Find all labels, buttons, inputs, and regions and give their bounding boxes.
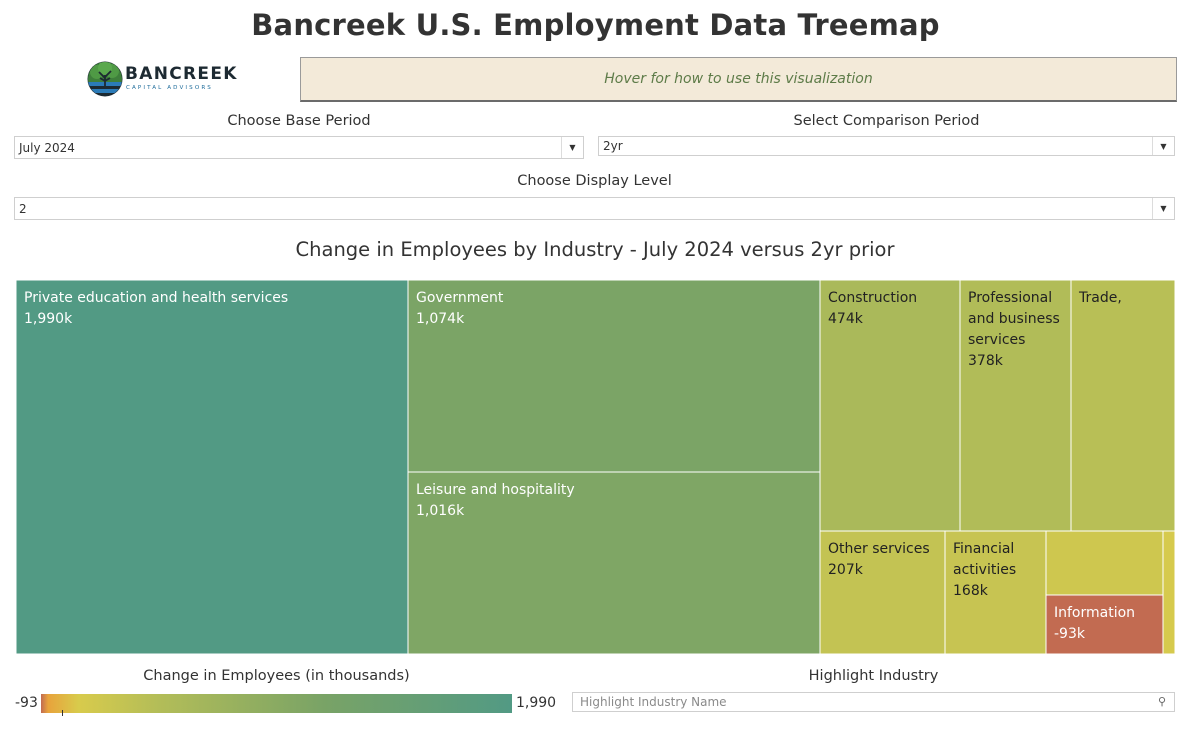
treemap-tile-label: Financial — [953, 541, 1014, 557]
treemap-tile-label: Information — [1054, 605, 1135, 621]
treemap-tile-label: Private education and health services — [24, 290, 288, 306]
treemap-tile-mining-and-logging[interactable] — [1162, 530, 1176, 655]
treemap-tile-rect[interactable] — [1045, 530, 1164, 596]
treemap-tile-information[interactable]: Information -93k — [1045, 594, 1164, 655]
treemap-tile-rect[interactable] — [1045, 594, 1164, 655]
comparison-period-label: Select Comparison Period — [793, 113, 980, 129]
treemap-tile-label: Professional — [968, 290, 1052, 306]
legend-zero-tick — [62, 710, 63, 716]
treemap-tile-value: 207k — [828, 562, 864, 578]
treemap-tile-private-education-and-health-services[interactable]: Private education and health services 1,9… — [15, 279, 409, 655]
treemap-tile-rect[interactable] — [1162, 530, 1176, 655]
treemap-tile-label: and business — [968, 311, 1060, 327]
treemap-tile-value: 474k — [828, 311, 864, 327]
dashboard-title: Bancreek U.S. Employment Data Treemap — [251, 8, 940, 42]
comparison-period-value: 2yr — [603, 139, 623, 153]
display-level-label: Choose Display Level — [517, 173, 672, 189]
treemap-tile-label: Leisure and hospitality — [416, 482, 575, 498]
base-period-value: July 2024 — [19, 140, 75, 155]
treemap-tile-rect[interactable] — [15, 279, 409, 655]
treemap-tile-rect[interactable] — [819, 530, 946, 655]
search-icon[interactable]: ⚲ — [1158, 695, 1167, 708]
base-period-select[interactable]: July 2024 ▼ — [14, 136, 584, 159]
display-level-value: 2 — [19, 201, 27, 216]
treemap-tile-label: Government — [416, 290, 504, 306]
logo-subtitle: CAPITAL ADVISORS — [126, 85, 213, 91]
treemap-tile-rect[interactable] — [1070, 279, 1176, 532]
treemap-tile-manufacturing[interactable] — [1045, 530, 1164, 596]
treemap-tile-rect[interactable] — [407, 471, 821, 655]
color-legend-bar — [41, 694, 512, 713]
treemap-tile-rect[interactable] — [959, 279, 1072, 532]
legend-max-label: 1,990 — [516, 695, 557, 711]
tree-logo-icon — [87, 61, 123, 97]
treemap-tile-label: Trade, — [1078, 290, 1122, 306]
treemap-tile-government[interactable]: Government 1,074k — [407, 279, 821, 473]
treemap-tile-trade-transportation-and-utilities[interactable]: Trade, — [1070, 279, 1176, 532]
legend-title: Change in Employees (in thousands) — [143, 668, 410, 684]
treemap-tile-label: activities — [953, 562, 1016, 578]
treemap-tile-label: Other services — [828, 541, 930, 557]
chevron-down-icon[interactable]: ▼ — [1152, 137, 1174, 155]
treemap-tile-other-services[interactable]: Other services 207k — [819, 530, 946, 655]
logo-wordmark: BANCREEK — [125, 64, 238, 84]
display-level-select[interactable]: 2 ▼ — [14, 197, 1175, 220]
chevron-down-icon[interactable]: ▼ — [1152, 198, 1174, 219]
treemap-tile-professional-and-business-services[interactable]: Professional and business services 378k — [959, 279, 1072, 532]
treemap-tile-value: 1,016k — [416, 503, 465, 519]
chevron-down-icon[interactable]: ▼ — [561, 137, 583, 158]
treemap-tile-value: 168k — [953, 583, 989, 599]
treemap-tile-value: 378k — [968, 353, 1004, 369]
treemap-tile-value: -93k — [1054, 626, 1086, 642]
chart-title: Change in Employees by Industry - July 2… — [295, 238, 895, 261]
highlight-industry-input[interactable] — [572, 692, 1175, 712]
treemap-tile-construction[interactable]: Construction 474k — [819, 279, 961, 532]
treemap-tile-label: Construction — [828, 290, 917, 306]
base-period-label: Choose Base Period — [227, 113, 371, 129]
treemap-tile-rect[interactable] — [819, 279, 961, 532]
treemap-tile-value: 1,990k — [24, 311, 73, 327]
treemap-tile-financial-activities[interactable]: Financial activities 168k — [944, 530, 1047, 655]
treemap-tile-label: services — [968, 332, 1025, 348]
hover-help-text: Hover for how to use this visualization — [604, 71, 873, 87]
treemap-tile-value: 1,074k — [416, 311, 465, 327]
treemap-tile-rect[interactable] — [407, 279, 821, 473]
comparison-period-select[interactable]: 2yr ▼ — [598, 136, 1175, 156]
hover-help-box[interactable]: Hover for how to use this visualization — [300, 57, 1177, 102]
treemap-tile-leisure-and-hospitality[interactable]: Leisure and hospitality 1,016k — [407, 471, 821, 655]
bancreek-logo: BANCREEK CAPITAL ADVISORS — [86, 60, 236, 100]
legend-min-label: -93 — [15, 695, 38, 711]
highlight-industry-label: Highlight Industry — [808, 668, 939, 684]
